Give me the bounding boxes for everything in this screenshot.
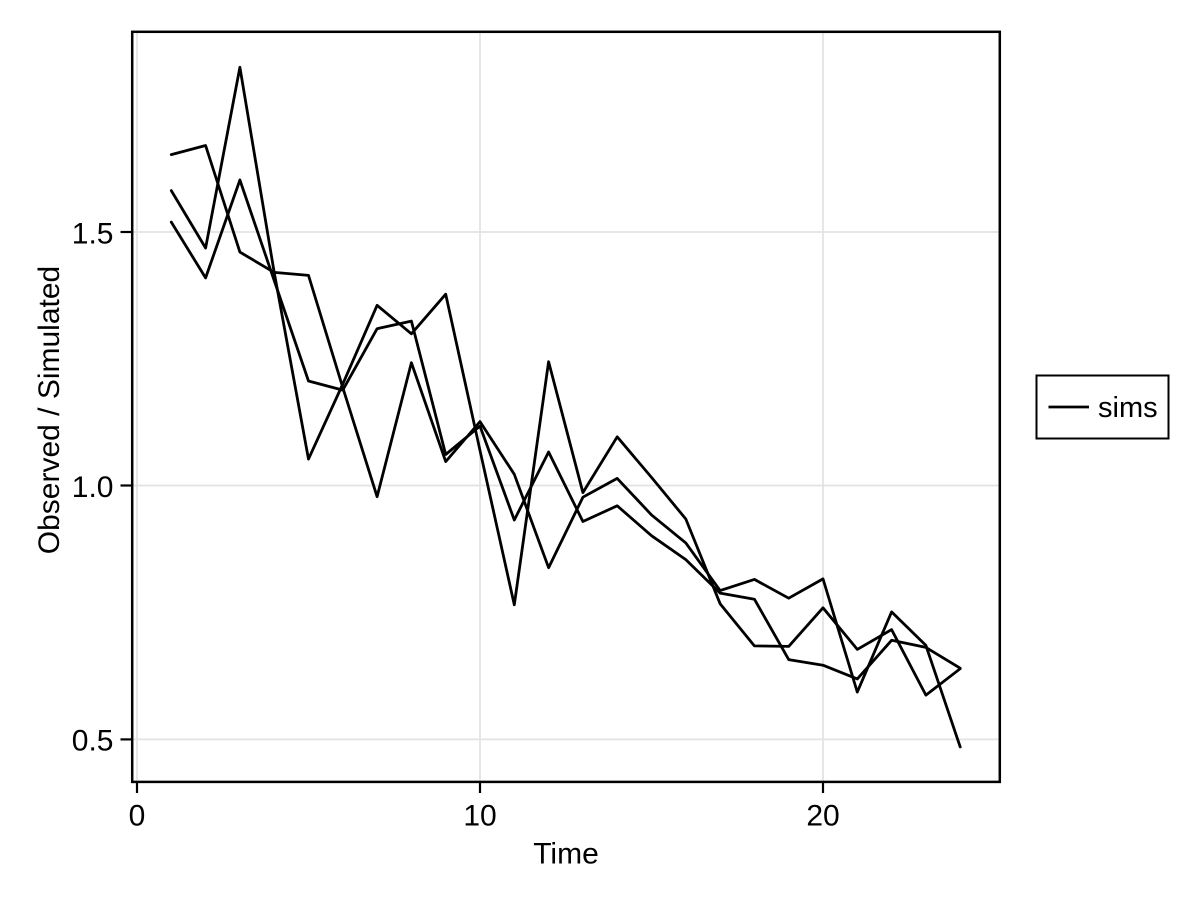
- svg-text:Time: Time: [533, 837, 599, 870]
- svg-text:sims: sims: [1098, 392, 1158, 424]
- svg-text:1.0: 1.0: [72, 471, 114, 504]
- svg-text:10: 10: [463, 800, 496, 833]
- svg-text:0: 0: [129, 800, 146, 833]
- svg-text:1.5: 1.5: [72, 218, 114, 251]
- svg-text:Observed / Simulated: Observed / Simulated: [33, 266, 66, 554]
- svg-text:0.5: 0.5: [72, 725, 114, 758]
- svg-text:20: 20: [806, 800, 839, 833]
